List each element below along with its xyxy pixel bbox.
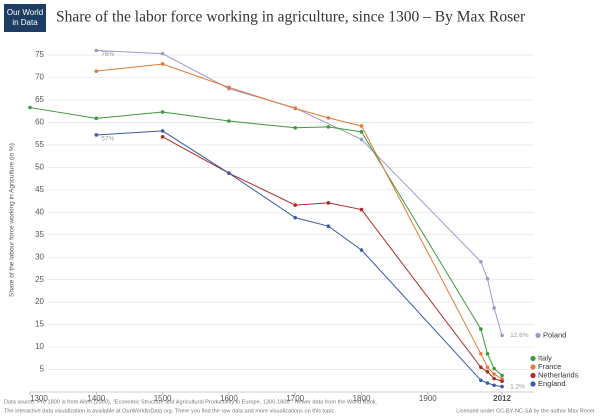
series-line	[96, 63, 503, 380]
y-tick-label: 65	[35, 95, 44, 104]
data-point	[227, 119, 231, 123]
data-point	[227, 171, 231, 175]
chart-title: Share of the labor force working in agri…	[56, 9, 526, 26]
y-tick-label: 75	[35, 50, 44, 59]
legend-swatch	[535, 332, 541, 338]
x-tick-label: 2012	[493, 394, 511, 403]
data-point	[94, 48, 99, 53]
data-point	[293, 125, 298, 130]
legend-label: England	[538, 379, 566, 388]
x-tick-label: 1600	[220, 394, 238, 403]
data-point	[485, 365, 490, 370]
x-tick-label: 1900	[419, 394, 437, 403]
y-tick-label: 10	[35, 342, 44, 351]
data-point	[160, 134, 165, 139]
x-tick-label: 1300	[30, 394, 48, 403]
data-point	[485, 381, 490, 385]
data-point	[500, 333, 504, 338]
y-tick-label: 45	[35, 185, 44, 194]
data-point	[160, 110, 165, 114]
value-label: 1.2%	[510, 383, 525, 390]
data-point	[479, 378, 483, 383]
data-point	[485, 369, 490, 374]
legend-label: Poland	[543, 330, 566, 339]
footer: Data source: Pre 1800 is from Allen (200…	[4, 399, 378, 405]
footer: The interactive data visualization is av…	[4, 408, 336, 414]
y-tick-label: 40	[35, 207, 44, 216]
footer: Licensed under CC-BY-NC-SA by the author…	[456, 408, 596, 414]
data-point	[326, 224, 331, 228]
y-tick-label: 55	[35, 140, 44, 149]
data-point	[479, 259, 483, 264]
data-point	[293, 106, 298, 111]
x-tick-label: 1500	[154, 394, 172, 403]
y-tick-label: 15	[35, 320, 44, 329]
data-point	[359, 124, 364, 128]
y-tick-label: 60	[35, 117, 44, 126]
y-axis-label: Share of the labour force working in Agr…	[9, 143, 16, 297]
y-tick-label: 25	[35, 275, 44, 284]
data-point	[326, 116, 331, 120]
data-point	[160, 129, 165, 133]
y-tick-label: 70	[35, 73, 44, 82]
data-point	[359, 248, 364, 252]
series-line	[162, 136, 503, 382]
legend-swatch	[530, 372, 536, 379]
logo-box	[4, 4, 46, 32]
data-point	[326, 201, 331, 205]
data-point	[492, 372, 496, 376]
value-label: 76%	[101, 51, 114, 58]
data-point	[359, 137, 364, 142]
y-tick-label: 30	[35, 252, 44, 261]
data-point	[492, 376, 496, 381]
data-point	[492, 383, 496, 388]
legend-label: Netherlands	[538, 370, 579, 379]
legend-swatch	[530, 355, 536, 362]
data-point	[485, 276, 490, 281]
logo-text: in Data	[12, 18, 38, 27]
data-point	[94, 133, 99, 137]
data-point	[227, 85, 231, 90]
data-point	[479, 352, 483, 356]
data-point	[492, 306, 496, 310]
logo-text: Our World	[7, 8, 43, 17]
data-point	[293, 203, 298, 207]
data-point	[500, 379, 504, 384]
legend-swatch	[530, 364, 536, 370]
x-tick-label: 1700	[286, 394, 304, 403]
data-point	[500, 373, 504, 378]
data-point	[293, 215, 298, 220]
data-point	[479, 327, 483, 331]
data-point	[492, 366, 496, 371]
series-line	[29, 107, 503, 376]
data-point	[479, 365, 483, 370]
series-line	[96, 130, 503, 388]
y-tick-label: 5	[40, 365, 45, 374]
x-tick-label: 1800	[353, 394, 371, 403]
y-tick-label: 20	[35, 297, 44, 306]
legend-label: France	[538, 362, 561, 371]
data-point	[359, 207, 364, 212]
y-tick-label: 35	[35, 230, 44, 239]
data-point	[94, 69, 99, 73]
value-label: 57%	[101, 136, 114, 143]
data-point	[485, 352, 490, 356]
data-point	[28, 105, 32, 110]
data-point	[160, 62, 165, 66]
data-point	[500, 384, 504, 389]
value-label: 12.6%	[510, 332, 529, 339]
legend-swatch	[530, 381, 536, 387]
data-point	[359, 130, 364, 134]
data-point	[94, 116, 99, 121]
legend-label: Italy	[538, 353, 552, 362]
y-tick-label: 50	[35, 162, 44, 171]
data-point	[160, 51, 165, 56]
data-point	[326, 125, 331, 129]
series-line	[96, 49, 503, 336]
x-tick-label: 1400	[87, 394, 105, 403]
